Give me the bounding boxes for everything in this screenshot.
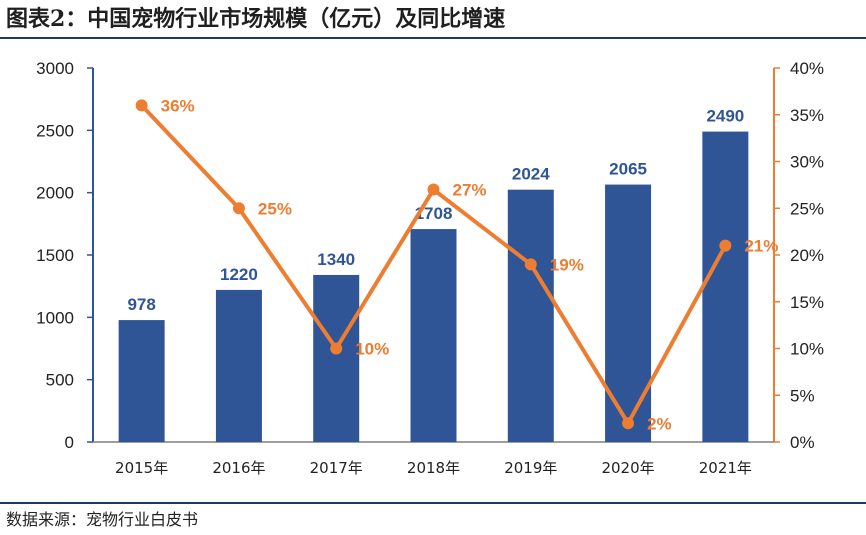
y-tick-label-left: 2000 [36, 184, 74, 203]
y-tick-label-right: 20% [790, 246, 824, 265]
y-tick-label-right: 15% [790, 293, 824, 312]
bar-value-label: 1220 [220, 265, 258, 284]
x-tick-label: 2017年 [310, 459, 363, 477]
x-tick-label: 2018年 [407, 459, 460, 477]
bar [215, 289, 262, 442]
x-tick-label: 2020年 [601, 459, 654, 477]
bar-value-label: 2065 [609, 160, 647, 179]
y-tick-label-left: 1000 [36, 308, 74, 327]
bar-value-label: 1340 [317, 250, 355, 269]
bar [410, 229, 457, 442]
chart-title: 图表2：中国宠物行业市场规模（亿元）及同比增速 [6, 6, 506, 32]
growth-value-label: 36% [161, 96, 195, 115]
growth-value-label: 2% [647, 414, 672, 433]
growth-point [427, 183, 440, 196]
y-tick-label-left: 3000 [36, 59, 74, 78]
growth-value-label: 25% [258, 199, 292, 218]
source-note: 数据来源：宠物行业白皮书 [6, 510, 199, 529]
bar [702, 131, 749, 442]
growth-point [622, 417, 635, 430]
y-tick-label-left: 2500 [36, 121, 74, 140]
y-tick-label-right: 10% [790, 340, 824, 359]
y-tick-label-right: 25% [790, 199, 824, 218]
x-tick-label: 2016年 [212, 459, 265, 477]
bar [313, 274, 360, 442]
source-rule [0, 502, 866, 504]
growth-value-label: 19% [550, 255, 584, 274]
y-tick-label-left: 1500 [36, 246, 74, 265]
growth-point [135, 99, 148, 112]
growth-point [719, 239, 732, 252]
growth-point [524, 258, 537, 271]
bar-value-label: 2490 [706, 107, 744, 126]
bar [507, 189, 554, 442]
growth-point [232, 202, 245, 215]
y-tick-label-right: 35% [790, 106, 824, 125]
x-tick-label: 2015年 [115, 459, 168, 477]
y-tick-label-left: 500 [46, 371, 74, 390]
bar [605, 184, 652, 442]
growth-value-label: 27% [453, 181, 487, 200]
title-rule [0, 37, 866, 39]
y-tick-label-right: 40% [790, 59, 824, 78]
y-tick-label-left: 0 [65, 433, 74, 452]
bar-value-label: 978 [127, 295, 155, 314]
growth-point [330, 342, 343, 355]
y-tick-label-right: 0% [790, 433, 815, 452]
bar-value-label: 2024 [512, 165, 550, 184]
growth-value-label: 10% [355, 340, 389, 359]
y-tick-label-right: 5% [790, 386, 815, 405]
chart: 0 500 1000 1500 2000 2500 3000 0% 5% 10% 15% 20% 25%… [36, 59, 824, 477]
bar [118, 320, 165, 442]
growth-value-label: 21% [744, 237, 778, 256]
x-tick-label: 2019年 [504, 459, 557, 477]
y-tick-label-right: 30% [790, 153, 824, 172]
x-tick-label: 2021年 [699, 459, 752, 477]
